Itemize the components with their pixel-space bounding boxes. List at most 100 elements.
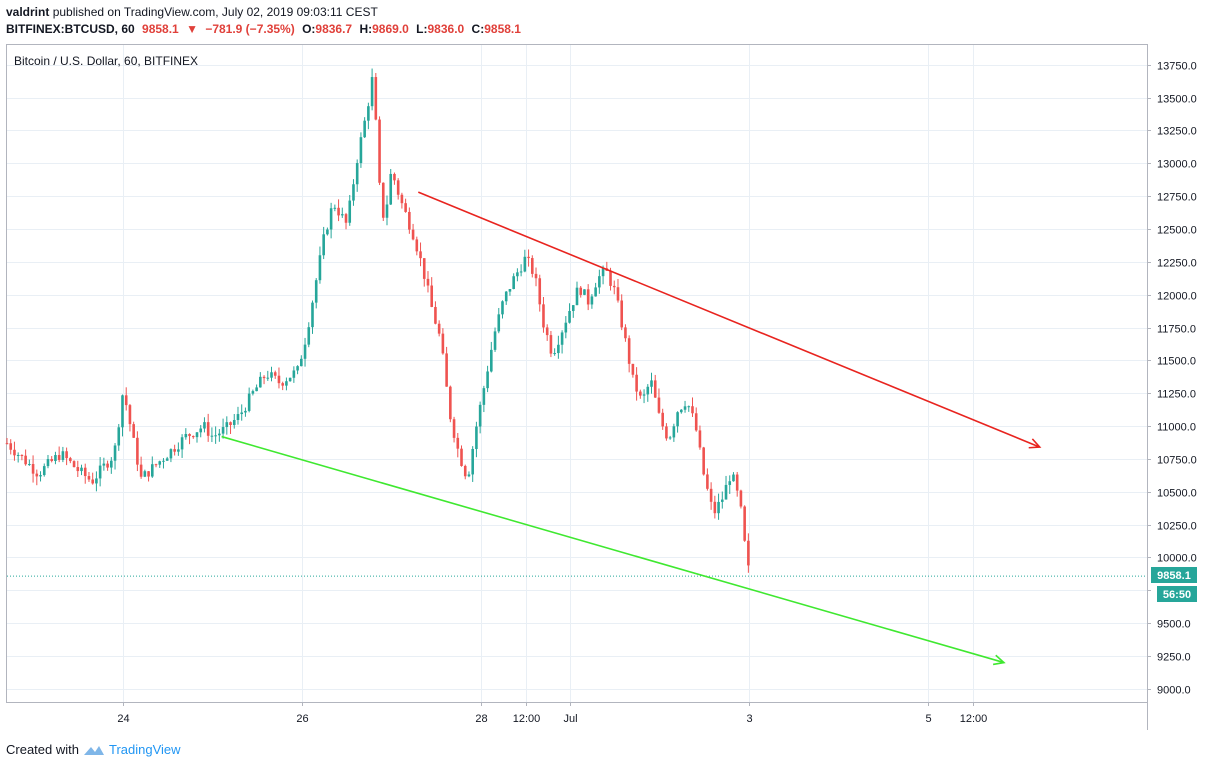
candle-body	[534, 273, 538, 279]
candle-body	[478, 404, 482, 427]
y-tick-label: 10750.0	[1157, 455, 1197, 467]
y-tick-label: 10500.0	[1157, 488, 1197, 500]
trend-lines[interactable]	[221, 191, 1042, 666]
close-value: 9858.1	[484, 22, 521, 36]
time-axis[interactable]: 24 26 28 12:00 Jul 3 5 12:00	[117, 702, 987, 725]
candle-body	[463, 465, 467, 477]
candle-body	[39, 475, 42, 477]
tradingview-logo-icon	[83, 745, 104, 755]
last-price-tag: 9858.1 56:50	[1151, 567, 1197, 602]
candle-body	[609, 270, 612, 286]
support-trend-line[interactable]	[221, 435, 1005, 664]
candle-body	[143, 471, 147, 477]
candle-body	[460, 448, 463, 466]
high-label: H:	[359, 22, 373, 36]
candle-body	[158, 461, 162, 465]
resistance-trend-line[interactable]	[417, 191, 1041, 448]
candle-body	[411, 229, 415, 240]
candle-body	[594, 287, 597, 297]
candle-body	[255, 387, 258, 392]
candle-body	[121, 395, 124, 428]
candle-body	[281, 383, 284, 386]
candle-body	[437, 323, 441, 334]
candle-body	[318, 255, 322, 281]
candle-body	[598, 276, 601, 288]
candle-body	[374, 77, 378, 120]
candle-body	[136, 437, 139, 465]
candle-body	[147, 471, 150, 477]
author-name[interactable]: valdrint	[6, 5, 50, 19]
candle-body	[333, 207, 337, 209]
candle-body	[404, 203, 407, 212]
candle-body	[728, 481, 732, 485]
candle-body	[449, 386, 452, 420]
x-tick-label: 5	[925, 713, 931, 725]
candle-body	[586, 289, 590, 305]
candle-body	[16, 454, 20, 456]
candle-body	[340, 214, 344, 216]
candle-body	[270, 372, 273, 378]
y-tick-label: 12500.0	[1157, 225, 1197, 237]
candle-body	[240, 412, 244, 415]
candle-body	[370, 77, 374, 107]
candle-body	[687, 406, 691, 408]
candle-body	[530, 258, 534, 274]
candle-body	[326, 229, 329, 235]
candle-body	[717, 501, 720, 514]
open-label: O:	[302, 22, 316, 36]
symbol-ohlc-line: BITFINEX:BTCUSD, 60 9858.1 ▼ −781.9 (−7.…	[6, 22, 525, 36]
candlestick-series[interactable]	[5, 68, 750, 573]
candle-body	[54, 455, 57, 461]
tradingview-brand[interactable]: TradingView	[108, 742, 181, 757]
candle-body	[732, 474, 735, 482]
chart-title: Bitcoin / U.S. Dollar, 60, BITFINEX	[14, 54, 198, 68]
y-tick-label: 12750.0	[1157, 192, 1197, 204]
candle-body	[568, 310, 571, 323]
low-label: L:	[416, 22, 428, 36]
candle-body	[430, 285, 434, 307]
candle-body	[69, 458, 72, 462]
candle-body	[50, 459, 54, 461]
candle-body	[650, 380, 653, 387]
candle-body	[680, 409, 683, 413]
candle-body	[389, 173, 393, 205]
candle-body	[471, 448, 474, 475]
candle-body	[24, 455, 27, 465]
candle-body	[65, 451, 68, 459]
candle-body	[266, 377, 270, 379]
candle-body	[162, 460, 165, 462]
candle-body	[493, 331, 497, 350]
x-tick-label: 26	[296, 713, 308, 725]
candle-body	[277, 375, 281, 384]
resistance-arrow-icon	[1028, 438, 1042, 449]
x-tick-label: 12:00	[513, 713, 541, 725]
candle-body	[747, 540, 750, 566]
candle-body	[490, 349, 493, 372]
candle-body	[91, 479, 94, 484]
low-value: 9836.0	[427, 22, 465, 36]
candle-body	[191, 436, 195, 438]
candle-body	[456, 437, 460, 449]
y-tick-label: 10000.0	[1157, 553, 1197, 565]
candle-body	[646, 386, 650, 395]
publish-info: valdrint published on TradingView.com, J…	[6, 5, 378, 19]
candle-body	[691, 406, 694, 414]
y-tick-label: 9000.0	[1157, 685, 1191, 697]
candle-body	[560, 332, 564, 345]
candle-body	[419, 251, 422, 259]
candle-body	[128, 405, 132, 425]
countdown-text: 56:50	[1163, 589, 1191, 601]
candle-body	[672, 426, 676, 438]
candle-body	[206, 422, 210, 436]
candle-body	[441, 333, 445, 354]
price-axis[interactable]: 9000.09250.09500.09750.010000.010250.010…	[1147, 61, 1197, 697]
x-tick-label: 28	[475, 713, 487, 725]
candle-body	[381, 182, 385, 218]
candle-body	[72, 461, 76, 468]
y-tick-label: 11750.0	[1157, 324, 1196, 336]
candle-body	[631, 363, 635, 375]
candle-body	[214, 435, 217, 437]
candle-body	[31, 464, 35, 474]
candle-body	[348, 200, 352, 223]
